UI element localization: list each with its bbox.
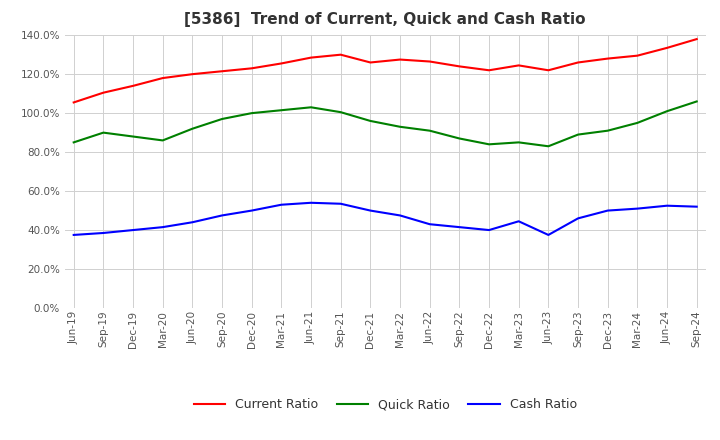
Quick Ratio (158, 138, 167, 143)
Cash Ratio (69, 232, 78, 238)
Cash Ratio (662, 203, 671, 209)
Current Ratio (455, 64, 464, 69)
Current Ratio (366, 60, 374, 65)
Cash Ratio (307, 200, 315, 205)
Cash Ratio (336, 201, 345, 206)
Quick Ratio (426, 128, 434, 133)
Current Ratio (396, 57, 405, 62)
Line: Current Ratio: Current Ratio (73, 39, 697, 103)
Quick Ratio (248, 110, 256, 116)
Cash Ratio (693, 204, 701, 209)
Quick Ratio (662, 109, 671, 114)
Current Ratio (514, 63, 523, 68)
Current Ratio (307, 55, 315, 60)
Current Ratio (188, 72, 197, 77)
Cash Ratio (426, 222, 434, 227)
Quick Ratio (69, 140, 78, 145)
Current Ratio (426, 59, 434, 64)
Cash Ratio (248, 208, 256, 213)
Current Ratio (662, 45, 671, 51)
Current Ratio (544, 68, 553, 73)
Cash Ratio (366, 208, 374, 213)
Current Ratio (158, 75, 167, 81)
Current Ratio (574, 60, 582, 65)
Quick Ratio (693, 99, 701, 104)
Quick Ratio (129, 134, 138, 139)
Current Ratio (693, 37, 701, 42)
Current Ratio (69, 100, 78, 105)
Current Ratio (485, 68, 493, 73)
Cash Ratio (633, 206, 642, 211)
Current Ratio (129, 83, 138, 88)
Quick Ratio (307, 105, 315, 110)
Title: [5386]  Trend of Current, Quick and Cash Ratio: [5386] Trend of Current, Quick and Cash … (184, 12, 586, 27)
Current Ratio (633, 53, 642, 58)
Current Ratio (277, 61, 286, 66)
Quick Ratio (366, 118, 374, 124)
Current Ratio (336, 52, 345, 57)
Quick Ratio (485, 142, 493, 147)
Quick Ratio (396, 124, 405, 129)
Quick Ratio (336, 110, 345, 115)
Line: Quick Ratio: Quick Ratio (73, 102, 697, 146)
Quick Ratio (633, 120, 642, 125)
Cash Ratio (603, 208, 612, 213)
Quick Ratio (574, 132, 582, 137)
Quick Ratio (217, 116, 226, 121)
Cash Ratio (544, 232, 553, 238)
Cash Ratio (574, 216, 582, 221)
Cash Ratio (188, 220, 197, 225)
Quick Ratio (277, 107, 286, 113)
Current Ratio (603, 56, 612, 61)
Current Ratio (217, 69, 226, 74)
Quick Ratio (455, 136, 464, 141)
Quick Ratio (603, 128, 612, 133)
Quick Ratio (99, 130, 108, 135)
Cash Ratio (455, 224, 464, 230)
Current Ratio (99, 90, 108, 95)
Cash Ratio (217, 213, 226, 218)
Cash Ratio (158, 224, 167, 230)
Cash Ratio (277, 202, 286, 207)
Quick Ratio (544, 143, 553, 149)
Current Ratio (248, 66, 256, 71)
Cash Ratio (485, 227, 493, 233)
Line: Cash Ratio: Cash Ratio (73, 203, 697, 235)
Cash Ratio (396, 213, 405, 218)
Cash Ratio (129, 227, 138, 233)
Quick Ratio (514, 140, 523, 145)
Legend: Current Ratio, Quick Ratio, Cash Ratio: Current Ratio, Quick Ratio, Cash Ratio (189, 393, 582, 416)
Cash Ratio (99, 230, 108, 235)
Cash Ratio (514, 219, 523, 224)
Quick Ratio (188, 126, 197, 132)
